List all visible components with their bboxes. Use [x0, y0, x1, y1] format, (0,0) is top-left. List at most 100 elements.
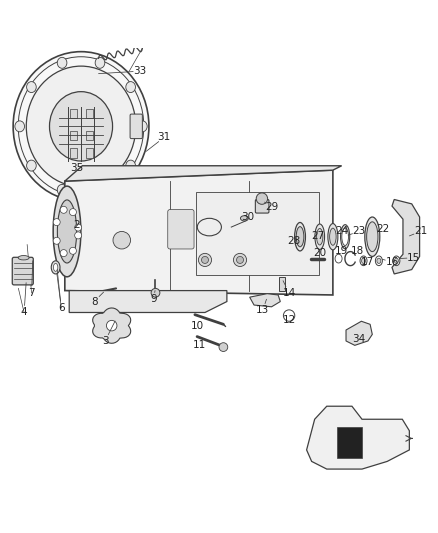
- Text: 2: 2: [73, 220, 80, 230]
- Text: 9: 9: [150, 294, 157, 304]
- Text: 19: 19: [335, 246, 348, 256]
- Ellipse shape: [26, 66, 136, 187]
- FancyBboxPatch shape: [12, 257, 33, 285]
- Circle shape: [53, 219, 60, 225]
- Ellipse shape: [367, 222, 378, 252]
- Circle shape: [74, 224, 81, 231]
- Polygon shape: [250, 294, 280, 307]
- FancyBboxPatch shape: [130, 114, 142, 139]
- Ellipse shape: [315, 224, 325, 249]
- Circle shape: [233, 253, 247, 266]
- Text: 29: 29: [265, 203, 278, 212]
- Ellipse shape: [361, 258, 366, 263]
- Text: 8: 8: [91, 296, 98, 306]
- Ellipse shape: [13, 52, 149, 201]
- Ellipse shape: [377, 258, 381, 263]
- Circle shape: [201, 256, 208, 263]
- Ellipse shape: [341, 225, 350, 249]
- Bar: [196, 192, 319, 275]
- Bar: [70, 148, 77, 158]
- Text: 35: 35: [70, 163, 83, 173]
- Ellipse shape: [27, 82, 36, 93]
- Ellipse shape: [57, 200, 77, 263]
- Text: 23: 23: [353, 227, 366, 237]
- Ellipse shape: [126, 82, 135, 93]
- Text: 33: 33: [134, 66, 147, 76]
- FancyBboxPatch shape: [255, 199, 269, 213]
- Bar: [86, 131, 93, 140]
- Circle shape: [74, 232, 81, 239]
- Text: 13: 13: [256, 305, 269, 316]
- Text: 7: 7: [28, 288, 35, 298]
- Text: 12: 12: [283, 315, 296, 325]
- Circle shape: [69, 208, 76, 216]
- Ellipse shape: [240, 216, 248, 221]
- Polygon shape: [93, 308, 131, 343]
- Circle shape: [198, 253, 212, 266]
- Ellipse shape: [360, 256, 367, 265]
- Text: 30: 30: [241, 212, 254, 222]
- Circle shape: [113, 231, 131, 249]
- Bar: [70, 131, 77, 140]
- Text: 28: 28: [287, 236, 300, 246]
- Ellipse shape: [394, 258, 399, 263]
- Text: 20: 20: [313, 248, 326, 259]
- FancyBboxPatch shape: [168, 209, 194, 249]
- Ellipse shape: [335, 254, 342, 263]
- Bar: [279, 278, 285, 290]
- Bar: [86, 148, 93, 158]
- Ellipse shape: [393, 256, 400, 265]
- Ellipse shape: [296, 227, 304, 247]
- Ellipse shape: [57, 184, 67, 195]
- Bar: [70, 109, 77, 118]
- Circle shape: [283, 310, 295, 321]
- Ellipse shape: [138, 121, 147, 132]
- Text: 6: 6: [58, 303, 65, 313]
- Ellipse shape: [365, 217, 380, 256]
- Ellipse shape: [126, 160, 135, 171]
- Circle shape: [219, 343, 228, 351]
- Circle shape: [60, 206, 67, 213]
- Ellipse shape: [53, 186, 81, 277]
- Text: 14: 14: [283, 288, 296, 298]
- Text: 4: 4: [21, 308, 28, 318]
- Text: 21: 21: [414, 227, 427, 237]
- Text: 17: 17: [361, 257, 374, 267]
- Ellipse shape: [27, 160, 36, 171]
- Ellipse shape: [53, 263, 58, 271]
- Circle shape: [256, 193, 268, 204]
- Circle shape: [106, 320, 117, 331]
- Ellipse shape: [15, 121, 25, 132]
- Text: 27: 27: [311, 231, 324, 241]
- Circle shape: [151, 288, 160, 297]
- Circle shape: [53, 237, 60, 244]
- Polygon shape: [65, 166, 342, 181]
- Ellipse shape: [95, 184, 105, 195]
- Ellipse shape: [51, 261, 60, 274]
- Polygon shape: [346, 321, 372, 345]
- Text: 15: 15: [407, 253, 420, 263]
- Text: 18: 18: [350, 246, 364, 256]
- Circle shape: [69, 247, 76, 254]
- Ellipse shape: [328, 223, 338, 250]
- Bar: [337, 427, 362, 457]
- Ellipse shape: [95, 58, 105, 68]
- Text: 22: 22: [377, 224, 390, 235]
- Text: 24: 24: [335, 227, 348, 237]
- Ellipse shape: [342, 228, 349, 246]
- Ellipse shape: [330, 228, 336, 245]
- Polygon shape: [65, 170, 333, 295]
- Ellipse shape: [57, 58, 67, 68]
- Circle shape: [237, 256, 244, 263]
- Text: 34: 34: [353, 334, 366, 344]
- Polygon shape: [392, 199, 420, 274]
- Text: 16: 16: [385, 257, 399, 267]
- Ellipse shape: [317, 229, 323, 245]
- Text: 10: 10: [191, 321, 204, 330]
- Polygon shape: [69, 290, 227, 312]
- Text: 31: 31: [158, 132, 171, 142]
- Circle shape: [60, 249, 67, 256]
- Ellipse shape: [18, 255, 29, 260]
- Text: 3: 3: [102, 336, 109, 346]
- Text: 11: 11: [193, 341, 206, 350]
